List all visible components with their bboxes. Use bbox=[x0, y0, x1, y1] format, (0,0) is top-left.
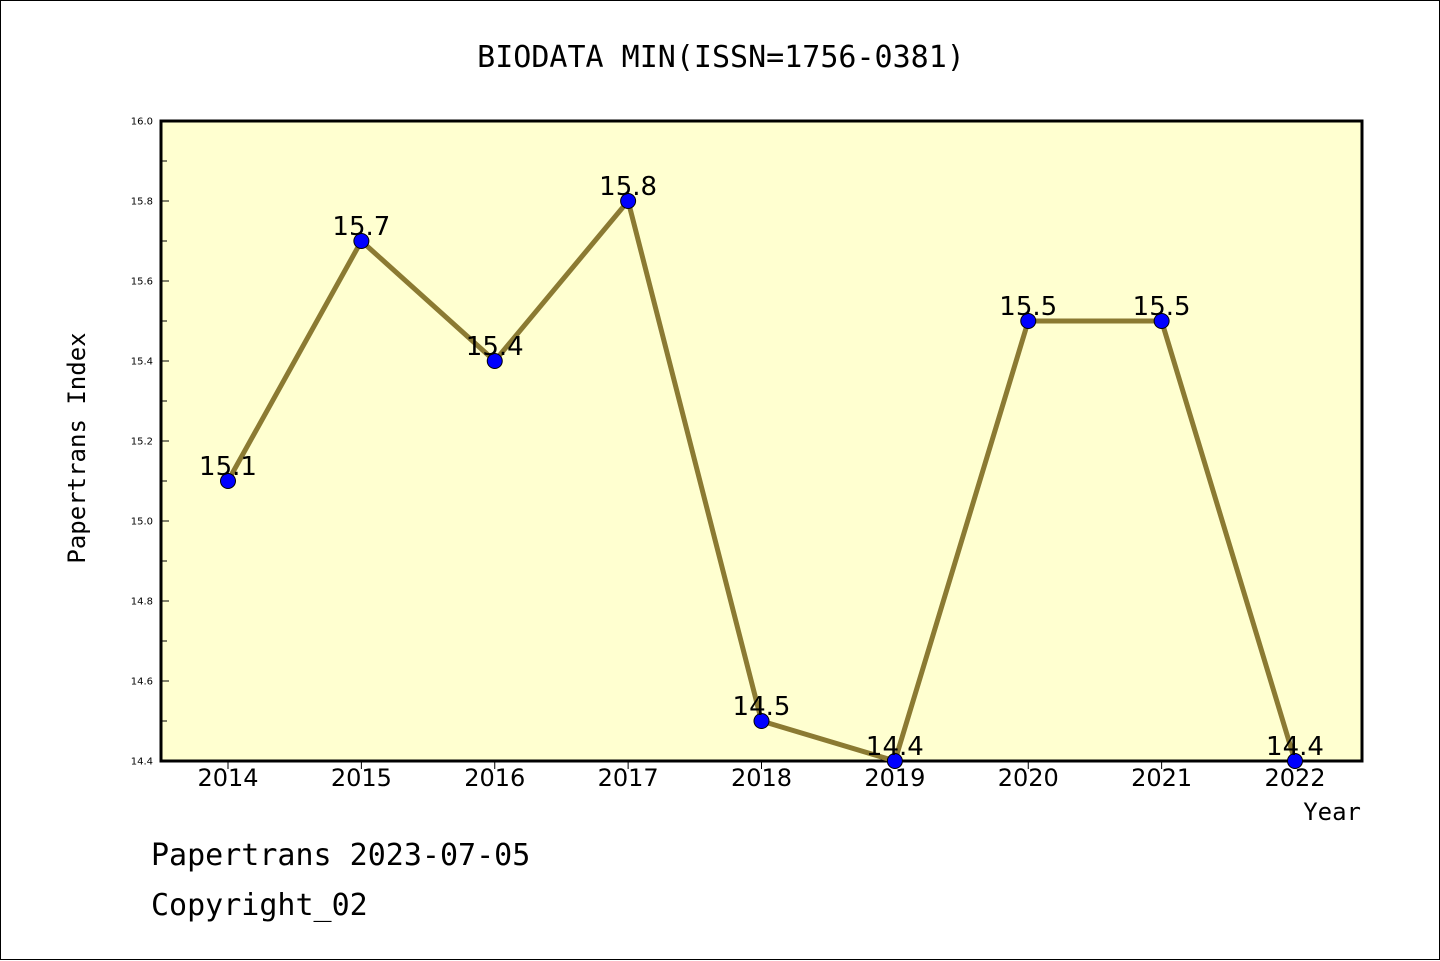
footer-copyright: Copyright_02 bbox=[151, 888, 368, 923]
data-label: 14.4 bbox=[1266, 732, 1324, 762]
data-point bbox=[1287, 753, 1303, 769]
data-label: 15.5 bbox=[1133, 292, 1191, 322]
data-point bbox=[886, 753, 903, 769]
data-point bbox=[353, 233, 370, 249]
chart-title: BIODATA MIN(ISSN=1756-0381) bbox=[477, 40, 965, 75]
x-tick-label: 2014 bbox=[197, 764, 258, 792]
x-tick-label: 2021 bbox=[1131, 764, 1192, 792]
data-labels: 15.1 15.7 15.4 15.8 14.5 14.4 15.5 15.5 14.4 bbox=[199, 172, 1324, 762]
data-point bbox=[1153, 313, 1170, 329]
data-point bbox=[753, 713, 770, 729]
plot-area bbox=[159, 119, 1364, 763]
data-points bbox=[220, 193, 1303, 769]
y-tick-label: 15.6 bbox=[131, 277, 153, 288]
data-point bbox=[486, 353, 503, 369]
y-tick-label: 15.4 bbox=[131, 357, 153, 368]
data-label: 15.8 bbox=[599, 172, 657, 202]
y-tick-label: 14.6 bbox=[131, 677, 153, 688]
x-tick-label: 2018 bbox=[731, 764, 792, 792]
y-tick-label: 15.0 bbox=[131, 517, 153, 528]
data-point bbox=[220, 473, 236, 489]
x-axis-label: Year bbox=[1303, 798, 1361, 826]
footer-date: Papertrans 2023-07-05 bbox=[151, 838, 530, 873]
data-point bbox=[620, 193, 637, 209]
x-tick-label: 2017 bbox=[598, 764, 659, 792]
y-tick-label: 16.0 bbox=[131, 117, 153, 128]
data-label: 15.5 bbox=[999, 292, 1057, 322]
data-label: 15.7 bbox=[332, 212, 390, 242]
y-axis-ticks: 14.4 14.6 14.8 15.0 15.2 15.4 15.6 15.8 16.0 bbox=[131, 117, 169, 768]
x-tick-label: 2015 bbox=[331, 764, 392, 792]
data-label: 15.4 bbox=[466, 332, 524, 362]
y-tick-label: 14.4 bbox=[131, 757, 153, 768]
data-point bbox=[1020, 313, 1037, 329]
data-label: 15.1 bbox=[199, 452, 257, 482]
data-label: 14.5 bbox=[733, 692, 791, 722]
x-tick-label: 2016 bbox=[464, 764, 525, 792]
y-tick-label: 15.8 bbox=[131, 197, 153, 208]
y-axis-label: Papertrans Index bbox=[63, 332, 91, 563]
y-tick-label: 15.2 bbox=[131, 437, 153, 448]
y-tick-label: 14.8 bbox=[131, 597, 153, 608]
data-label: 14.4 bbox=[866, 732, 924, 762]
x-tick-label: 2020 bbox=[998, 764, 1059, 792]
x-axis-ticks: 2014 2015 2016 2017 2018 2019 2020 2021 2022 bbox=[197, 761, 1326, 792]
